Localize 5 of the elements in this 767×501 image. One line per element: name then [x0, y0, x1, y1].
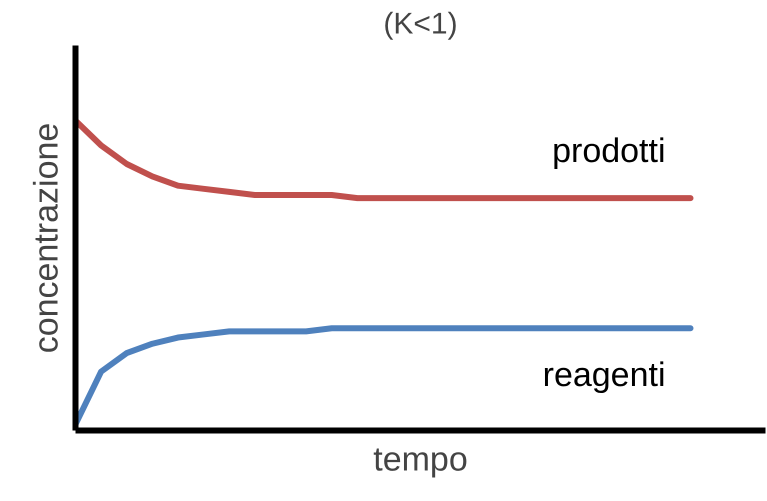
x-axis-title: tempo — [373, 440, 468, 478]
y-axis-title: concentrazione — [28, 122, 66, 354]
series-label: reagenti — [542, 356, 666, 394]
series-label: prodotti — [552, 132, 666, 170]
chart-title: (K<1) — [383, 8, 458, 40]
